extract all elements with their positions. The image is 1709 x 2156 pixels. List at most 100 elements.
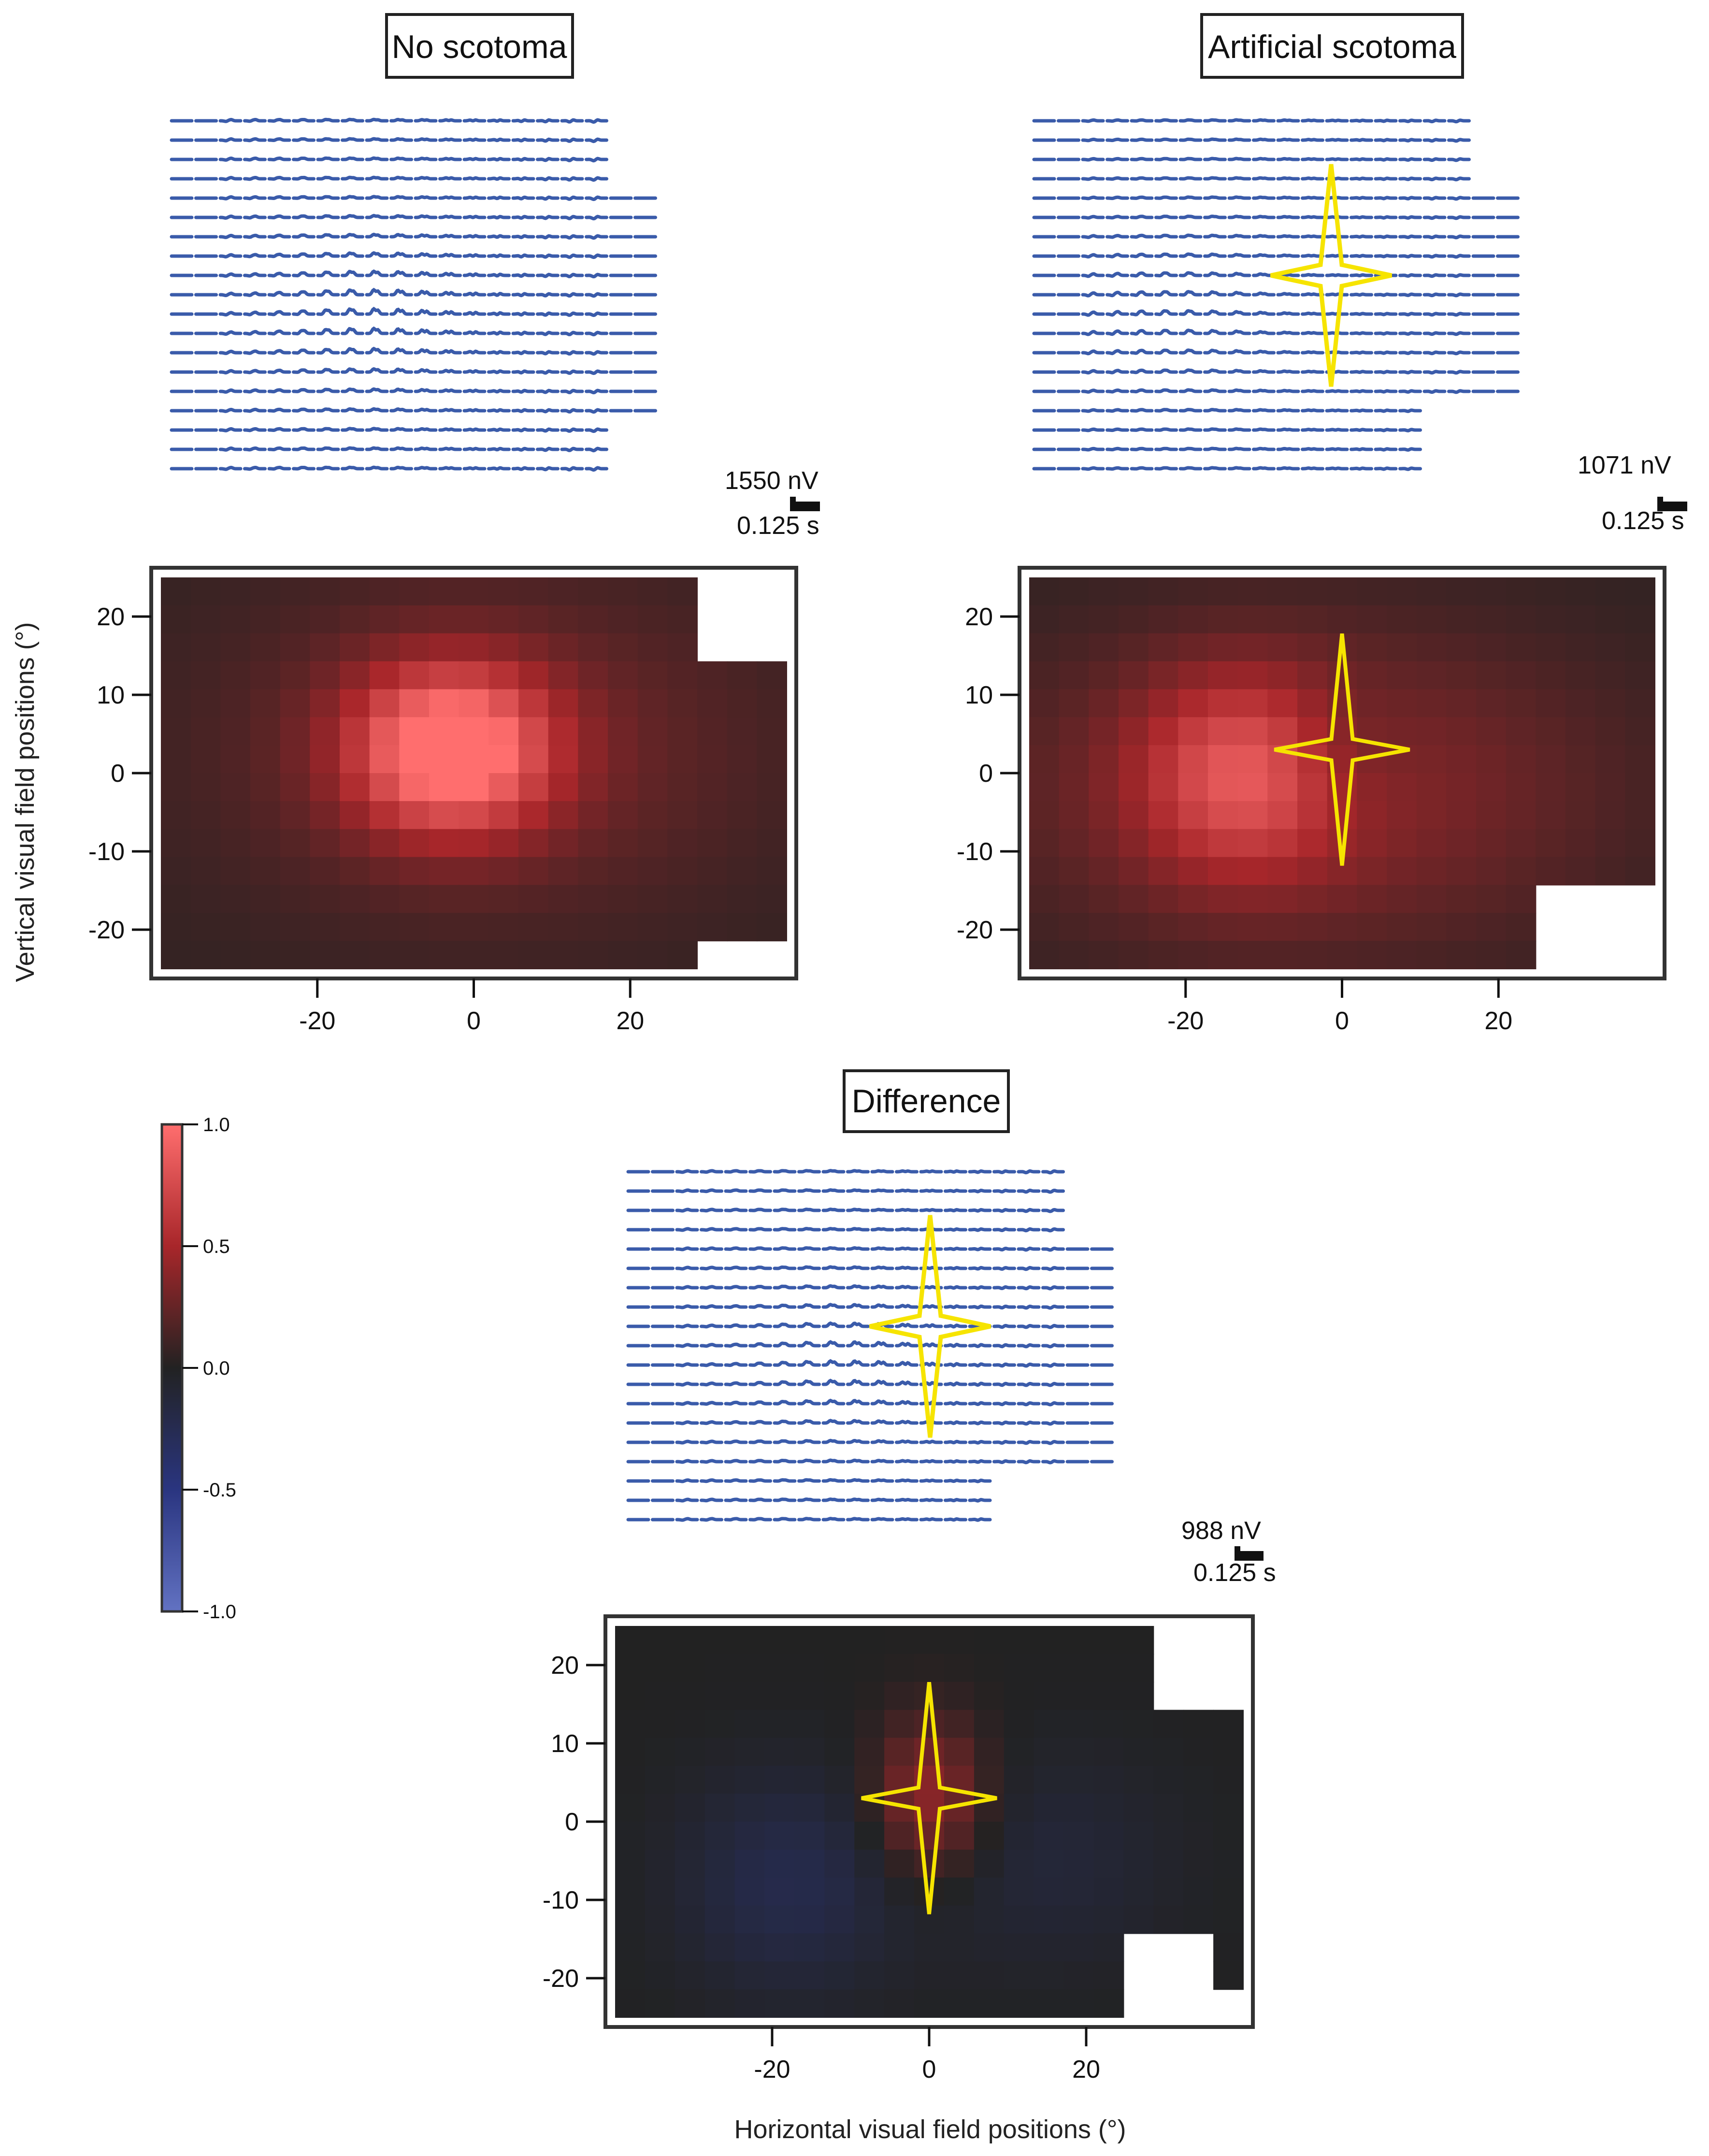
heatmap-cell bbox=[429, 829, 460, 858]
heatmap-cell bbox=[310, 857, 340, 886]
heatmap-cell bbox=[310, 661, 340, 690]
response-trace bbox=[821, 1419, 846, 1425]
heatmap-cell bbox=[704, 1849, 735, 1878]
heatmap-cell bbox=[518, 717, 549, 746]
heatmap-cell bbox=[488, 913, 519, 942]
heatmap-cell bbox=[697, 801, 728, 830]
heatmap-cell bbox=[1267, 661, 1298, 690]
response-trace bbox=[797, 1497, 821, 1502]
heatmap-cell bbox=[944, 1653, 975, 1682]
response-trace bbox=[511, 466, 535, 471]
response-trace bbox=[1398, 273, 1422, 278]
scale-amplitude-difference: 988 nV bbox=[1181, 1517, 1261, 1545]
response-trace bbox=[462, 176, 487, 181]
heatmap-cell bbox=[548, 941, 579, 969]
heatmap-cell bbox=[1595, 773, 1626, 802]
response-trace bbox=[1276, 446, 1300, 451]
heatmap-cell bbox=[704, 1905, 735, 1934]
heatmap-cell bbox=[1625, 717, 1655, 746]
response-trace bbox=[341, 137, 364, 142]
response-trace bbox=[944, 1208, 967, 1213]
response-trace bbox=[365, 326, 389, 335]
heatmap-cell bbox=[757, 661, 787, 690]
heatmap-cell bbox=[1565, 801, 1596, 830]
heatmap-cell bbox=[429, 717, 460, 746]
response-trace bbox=[1203, 252, 1227, 258]
response-trace bbox=[1350, 389, 1373, 394]
heatmap-cell bbox=[1506, 745, 1537, 774]
response-trace bbox=[895, 1459, 919, 1464]
response-trace bbox=[218, 369, 243, 374]
response-trace bbox=[243, 330, 267, 336]
response-trace bbox=[292, 466, 316, 471]
response-trace bbox=[992, 1227, 1016, 1233]
heatmap-cell bbox=[1153, 1766, 1184, 1795]
response-trace bbox=[821, 1284, 846, 1290]
response-trace bbox=[462, 388, 487, 393]
heatmap-cell bbox=[1327, 941, 1358, 969]
heatmap-cell bbox=[1416, 745, 1447, 774]
response-trace bbox=[585, 137, 608, 144]
response-trace bbox=[724, 1188, 748, 1193]
heatmap-cell bbox=[1148, 605, 1179, 634]
heatmap-cell bbox=[1119, 605, 1149, 634]
heatmap-cell bbox=[884, 1710, 915, 1739]
heatmap-cell bbox=[675, 1626, 705, 1654]
heatmap-cell bbox=[608, 717, 638, 746]
response-trace bbox=[218, 117, 243, 123]
heatmap-cell bbox=[1327, 605, 1358, 634]
heatmap-cell bbox=[1119, 577, 1149, 606]
response-trace bbox=[243, 157, 267, 162]
heatmap-cell bbox=[1297, 913, 1328, 942]
heatmap-cell bbox=[369, 913, 400, 942]
heatmap-cell bbox=[1123, 1905, 1154, 1934]
response-trace bbox=[1041, 1343, 1065, 1349]
heatmap-cell bbox=[1213, 1961, 1244, 1990]
heatmap-cell bbox=[667, 829, 698, 858]
heatmap-cell bbox=[1148, 633, 1179, 662]
response-trace bbox=[585, 369, 608, 375]
response-trace bbox=[1350, 292, 1373, 297]
heatmap-cell bbox=[637, 801, 668, 830]
heatmap-cell bbox=[429, 745, 460, 774]
response-trace bbox=[1252, 137, 1276, 142]
response-trace bbox=[511, 215, 535, 220]
response-trace bbox=[585, 176, 608, 182]
scalebar-difference: 988 nV 0.125 s bbox=[1181, 1517, 1276, 1587]
response-trace bbox=[1276, 466, 1300, 471]
heatmap-cell bbox=[220, 773, 251, 802]
response-trace bbox=[944, 1304, 967, 1309]
heatmap-cell bbox=[1267, 941, 1298, 969]
response-trace bbox=[1178, 388, 1203, 393]
heatmap-cell bbox=[1357, 661, 1387, 690]
heatmap-cell bbox=[1004, 1849, 1034, 1878]
response-trace bbox=[341, 117, 364, 123]
heatmap-cell bbox=[794, 1989, 825, 2018]
response-trace bbox=[968, 1439, 992, 1445]
heatmap-cell bbox=[1416, 885, 1447, 914]
heatmap-cell bbox=[1625, 633, 1655, 662]
heatmap-cell bbox=[280, 577, 311, 606]
response-trace bbox=[1081, 195, 1105, 201]
response-trace bbox=[675, 1323, 699, 1329]
heatmap-cell bbox=[1119, 689, 1149, 718]
response-trace bbox=[895, 1285, 919, 1290]
response-trace bbox=[438, 290, 462, 297]
response-trace bbox=[462, 118, 487, 123]
heatmap-cell bbox=[914, 1710, 945, 1739]
heatmap-cell bbox=[1004, 1877, 1034, 1906]
heatmap-cell bbox=[1625, 829, 1655, 858]
response-trace bbox=[870, 1207, 894, 1212]
response-trace bbox=[748, 1265, 772, 1270]
response-trace bbox=[992, 1189, 1016, 1194]
response-trace bbox=[870, 1419, 894, 1425]
heatmap-cell bbox=[1093, 1682, 1124, 1710]
response-trace bbox=[919, 1246, 943, 1251]
response-trace bbox=[365, 427, 389, 432]
y-tick-label: -10 bbox=[543, 1886, 579, 1914]
heatmap-cell bbox=[615, 1682, 646, 1710]
response-trace bbox=[1350, 408, 1373, 413]
heatmap-cell bbox=[794, 1961, 825, 1990]
response-trace bbox=[389, 427, 413, 432]
response-trace bbox=[1398, 254, 1422, 259]
